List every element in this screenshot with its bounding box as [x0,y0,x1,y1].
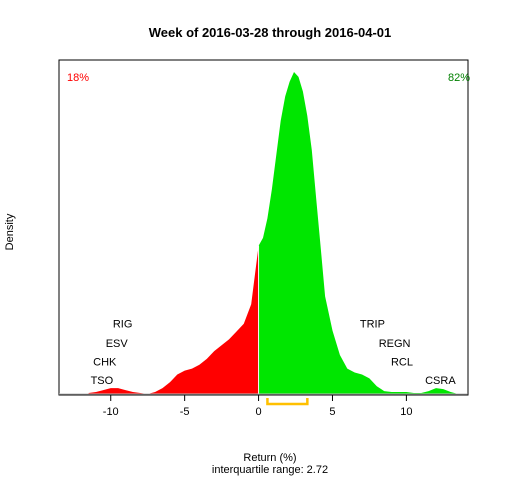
ticker-annotations: RIG ESV CHK TSO TRIP REGN RCL CSRA [91,319,457,388]
negative-return-area [88,245,259,394]
ticker-label-regn: REGN [379,338,411,350]
ticker-label-tso: TSO [91,375,114,387]
ticker-label-rig: RIG [113,319,133,331]
x-tick-label: -5 [180,406,190,418]
x-axis-label: Return (%) [243,452,296,464]
ticker-label-chk: CHK [93,357,117,369]
y-axis-label: Density [4,213,16,250]
negative-share-label: 18% [67,72,89,84]
positive-share-label: 82% [448,72,470,84]
ticker-label-rcl: RCL [391,357,413,369]
positive-return-area [258,72,459,394]
x-tick-label: 0 [256,406,262,418]
ticker-label-esv: ESV [106,338,129,350]
iqr-subtitle: interquartile range: 2.72 [212,464,328,476]
x-axis: -10 -5 0 5 10 [103,394,413,418]
x-tick-label: 5 [329,406,335,418]
x-tick-label: -10 [103,406,119,418]
chart-title: Week of 2016-03-28 through 2016-04-01 [149,25,392,40]
iqr-bracket [266,398,309,406]
x-tick-label: 10 [400,406,412,418]
ticker-label-csra: CSRA [425,375,456,387]
ticker-label-trip: TRIP [360,319,385,331]
interquartile-range-marker [266,398,309,406]
